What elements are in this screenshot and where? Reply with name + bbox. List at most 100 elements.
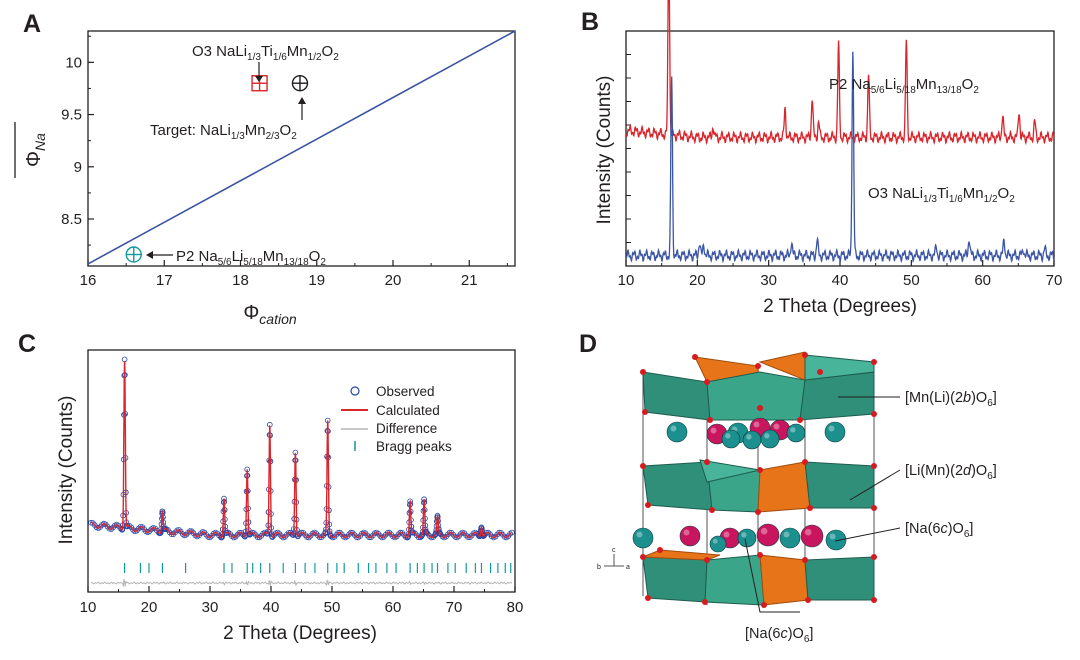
- oxygen-atom: [757, 405, 763, 411]
- b-xlabel: 2 Theta (Degrees): [763, 296, 917, 317]
- oxygen-atom: [755, 509, 761, 515]
- c-xtick-label: 20: [141, 599, 158, 616]
- b-label-o3: O3 NaLi1/3Ti1/6Mn1/2O2: [868, 185, 1015, 205]
- a-xtick-label: 16: [80, 272, 97, 289]
- oxygen-atom: [802, 557, 808, 563]
- oxygen-atom: [704, 459, 710, 465]
- atom-highlight: [670, 425, 677, 432]
- oxygen-atom: [757, 467, 763, 473]
- atom-highlight: [683, 529, 690, 536]
- a-arrowhead-p2: [146, 251, 153, 259]
- c-observed-point: [377, 533, 384, 539]
- a-xtick-label: 17: [156, 272, 173, 289]
- panel-b-axis-ticks: 10 20 30 40 50 60 70: [618, 54, 1063, 289]
- panel-d-letter: D: [579, 330, 598, 358]
- b-xtick-label: 60: [974, 272, 991, 289]
- oxygen-atom: [692, 354, 698, 360]
- b-xtick-label: 40: [832, 272, 849, 289]
- atom-highlight: [636, 531, 643, 538]
- c-observed-point: [295, 533, 301, 539]
- c-observed-point: [445, 531, 451, 538]
- panel-d: c b a [Mn(Li)(2b)O6] [Li(Mn)(2d)O6] [Na(…: [597, 351, 997, 645]
- a-xtick-label: 18: [232, 272, 249, 289]
- svg-text:ΦNa: ΦNa: [23, 133, 48, 167]
- na-atom-teal: [824, 421, 846, 443]
- oxygen-atom: [871, 359, 877, 365]
- oxygen-atom: [757, 552, 763, 558]
- panel-b-series: [625, 0, 1055, 264]
- a-label-target: Target: NaLi1/3Mn2/3O2: [150, 122, 297, 142]
- oxygen-atom: [702, 599, 708, 605]
- c-observed-point: [278, 533, 285, 539]
- oxygen-atom: [871, 411, 877, 417]
- d-axis-b: b: [597, 564, 601, 571]
- oxygen-atom: [640, 369, 646, 375]
- b-xtick-label: 50: [903, 272, 920, 289]
- c-observed-point: [437, 531, 444, 537]
- oxygen-atom: [871, 597, 877, 603]
- na-atom-teal: [737, 528, 757, 548]
- c-observed-point: [509, 529, 515, 536]
- c-xtick-label: 40: [263, 599, 280, 616]
- oxygen-atom: [704, 379, 710, 385]
- oxygen-atom: [707, 417, 713, 423]
- d-layer-bottom: [642, 549, 875, 606]
- oxygen-atom: [642, 409, 648, 415]
- na-atom-teal: [721, 429, 741, 449]
- na-atom-pink: [756, 523, 780, 547]
- c-observed-point: [198, 530, 204, 537]
- c-observed-point: [481, 532, 488, 539]
- oxygen-atom: [802, 459, 808, 465]
- atom-highlight: [760, 527, 768, 535]
- c-observed-point: [395, 531, 402, 538]
- c-observed-point: [269, 534, 276, 540]
- c-calculated-line: [90, 360, 513, 539]
- c-observed-point: [494, 531, 501, 538]
- atom-highlight: [725, 433, 731, 439]
- panel-c: 10 20 30 40 50 60 70 80 Observed Calculated Dif…: [56, 349, 524, 644]
- atom-highlight: [712, 538, 718, 544]
- oxygen-atom: [805, 597, 811, 603]
- d-layer-middle: [642, 459, 875, 513]
- panel-c-difference: [90, 578, 513, 588]
- a-point-1: [291, 75, 309, 92]
- c-xtick-label: 10: [80, 599, 97, 616]
- c-xtick-label: 80: [507, 599, 524, 616]
- atom-highlight: [746, 434, 752, 440]
- c-observed-point: [305, 534, 312, 541]
- d-na-layer-upper: [666, 417, 846, 450]
- panel-b: 10 20 30 40 50 60 70 P2 Na5/6Li5/18Mn13/18O2 O…: [594, 0, 1062, 317]
- oxygen-atom: [640, 554, 646, 560]
- a-xlabel: Φcation: [243, 302, 297, 327]
- c-xtick-label: 70: [446, 599, 463, 616]
- a-label-p2: P2 Na5/6Li5/18Mn13/18O2: [176, 248, 326, 268]
- na-atom-teal: [742, 430, 762, 450]
- c-observed-point: [185, 529, 191, 536]
- c-observed-point: [135, 525, 142, 532]
- b-ylabel: Intensity (Counts): [594, 76, 615, 225]
- na-atom-teal: [786, 423, 806, 443]
- oxygen-atom: [797, 417, 803, 423]
- atom-highlight: [773, 423, 780, 430]
- panel-c-frame: [87, 349, 516, 593]
- a-xtick-label: 20: [385, 272, 402, 289]
- d-axis-a: a: [626, 564, 630, 571]
- a-ytick-label: 10: [65, 54, 82, 71]
- panel-b-letter: B: [581, 8, 600, 36]
- na-atom-teal: [632, 527, 654, 549]
- atom-highlight: [753, 421, 760, 428]
- c-observed-point: [327, 532, 334, 539]
- c-observed-point: [247, 531, 253, 538]
- panel-a-frame: [87, 30, 516, 267]
- d-layer-top: [642, 351, 875, 421]
- b-series-0: [625, 0, 1055, 146]
- a-point-2: [125, 246, 142, 263]
- oxygen-atom: [871, 554, 877, 560]
- legend-calculated: Calculated: [376, 403, 440, 418]
- c-observed-point: [179, 531, 186, 537]
- c-difference-line: [90, 578, 513, 588]
- oxygen-atom: [871, 505, 877, 511]
- b-xtick-label: 70: [1046, 272, 1063, 289]
- a-ytick-label: 8.5: [61, 211, 82, 228]
